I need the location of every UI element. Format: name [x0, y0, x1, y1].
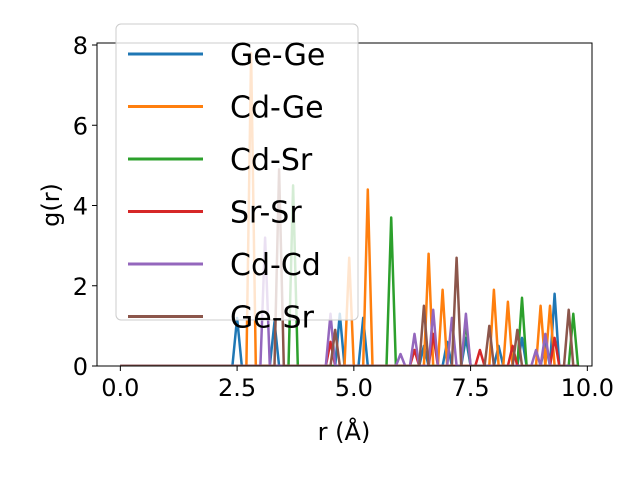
x-tick-label: 2.5 [218, 374, 256, 402]
legend-label-cd-sr: Cd-Sr [230, 143, 313, 178]
y-tick-label: 2 [73, 273, 88, 301]
legend-label-cd-ge: Cd-Ge [230, 91, 324, 126]
legend-label-ge-ge: Ge-Ge [230, 38, 325, 73]
x-axis-label: r (Å) [318, 417, 371, 446]
legend: Ge-Ge Cd-Ge Cd-Sr Sr-Sr Cd-Cd Ge-Sr [115, 23, 359, 336]
legend-label-cd-cd: Cd-Cd [230, 248, 321, 283]
y-tick-label: 6 [73, 112, 88, 140]
y-tick-label: 8 [73, 32, 88, 60]
y-axis: 0 2 4 6 8 [73, 32, 97, 381]
series-line-ge-sr [120, 168, 578, 366]
x-axis: 0.0 2.5 5.0 7.5 10.0 [101, 366, 614, 402]
legend-box [115, 23, 359, 321]
legend-label-ge-sr: Ge-Sr [230, 301, 315, 336]
x-tick-label: 10.0 [561, 374, 614, 402]
x-tick-label: 0.0 [101, 374, 139, 402]
series-line-cd-cd [120, 236, 578, 366]
y-tick-label: 4 [73, 193, 88, 221]
x-tick-label: 5.0 [335, 374, 373, 402]
x-tick-label: 7.5 [451, 374, 489, 402]
legend-label-sr-sr: Sr-Sr [230, 196, 302, 231]
y-axis-label: g(r) [37, 183, 65, 227]
y-tick-label: 0 [73, 353, 88, 381]
